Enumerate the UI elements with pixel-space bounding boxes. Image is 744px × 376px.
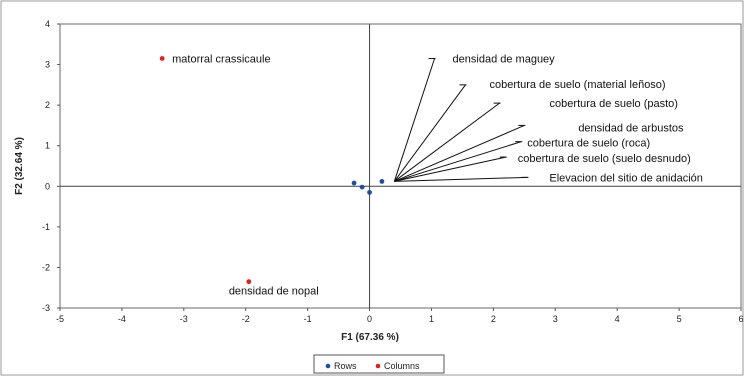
points-layer <box>159 56 385 285</box>
x-tick-label: 5 <box>677 314 682 324</box>
vector-label: cobertura de suelo (pasto) <box>550 98 678 110</box>
vector-line <box>394 156 506 182</box>
vector-line <box>394 102 500 182</box>
row-point <box>351 180 357 186</box>
legend-columns-marker <box>375 363 381 369</box>
vector-line <box>393 84 466 182</box>
vector-line <box>394 124 525 182</box>
y-tick-label: 0 <box>45 181 50 191</box>
vector-label: cobertura de suelo (roca) <box>527 138 650 150</box>
legend-columns-label: Columns <box>384 361 420 371</box>
x-tick-label: 0 <box>367 314 372 324</box>
ticks-layer: -5 -4 -3 -2 -1 0 1 2 3 4 5 6 -3 -2 -1 0 1 2 3 4 <box>42 19 744 324</box>
x-tick-label: 3 <box>553 314 558 324</box>
vector-line <box>394 141 522 182</box>
legend-rows-label: Rows <box>334 361 357 371</box>
row-point <box>359 184 365 190</box>
y-tick-label: -2 <box>42 262 50 272</box>
column-point-label: matorral crassicaule <box>172 53 270 65</box>
legend: Rows Columns <box>313 354 445 374</box>
y-tick-label: 3 <box>45 60 50 70</box>
labels-layer: densidad de maguey cobertura de suelo (ma… <box>172 53 703 297</box>
vector-label: densidad de arbustos <box>578 122 684 134</box>
x-tick-label: 4 <box>615 314 620 324</box>
column-point <box>246 279 252 285</box>
y-tick-label: 2 <box>45 100 50 110</box>
x-tick-label: -1 <box>304 314 312 324</box>
vector-line <box>393 58 436 182</box>
row-point <box>379 179 385 184</box>
row-point <box>367 189 372 195</box>
y-tick-label: 1 <box>45 141 50 151</box>
y-axis-title: F2 (32.64 %) <box>14 137 25 195</box>
x-axis-title: F1 (67.36 %) <box>341 332 399 343</box>
plot-area-border <box>59 23 742 309</box>
column-point <box>159 56 165 61</box>
y-tick-label: 4 <box>45 19 50 29</box>
vectors-layer <box>393 57 529 182</box>
x-tick-label: 2 <box>491 314 496 324</box>
vector-label: Elevacion del sitio de anidación <box>549 172 703 184</box>
x-tick-label: -5 <box>56 314 64 324</box>
x-tick-label: 1 <box>429 314 434 324</box>
legend-rows-marker <box>325 363 331 369</box>
vector-label: densidad de maguey <box>453 53 556 65</box>
y-tick-label: -1 <box>42 222 50 232</box>
vector-label: cobertura de suelo (suelo desnudo) <box>518 153 691 165</box>
axes-layer <box>60 24 741 308</box>
column-point-label: densidad de nopal <box>229 286 319 298</box>
x-tick-label: 6 <box>738 314 743 324</box>
vector-line <box>394 176 528 182</box>
x-tick-label: -3 <box>180 314 188 324</box>
x-tick-label: -4 <box>118 314 126 324</box>
vector-label: cobertura de suelo (material leñoso) <box>490 79 666 91</box>
x-tick-label: -2 <box>242 314 250 324</box>
y-tick-label: -3 <box>42 303 50 313</box>
